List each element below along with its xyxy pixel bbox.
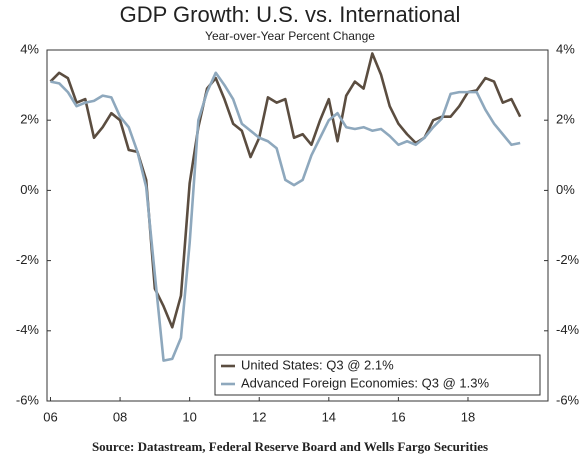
y-tick-label: 2% <box>20 112 39 127</box>
y2-tick-label: -2% <box>556 252 580 267</box>
y-tick-label: 4% <box>20 41 39 56</box>
plot-frame <box>46 49 549 402</box>
x-tick-label: 10 <box>182 409 196 424</box>
x-tick-label: 16 <box>391 409 405 424</box>
legend-label: Advanced Foreign Economies: Q3 @ 1.3% <box>241 375 489 390</box>
x-tick-label: 14 <box>322 409 336 424</box>
legend-box <box>214 354 541 396</box>
chart-title: GDP Growth: U.S. vs. International <box>120 2 461 27</box>
source-note: Source: Datastream, Federal Reserve Boar… <box>92 439 488 454</box>
y2-tick-label: -4% <box>556 322 580 337</box>
x-tick-label: 18 <box>461 409 475 424</box>
y2-tick-label: 4% <box>556 41 575 56</box>
y2-tick-label: 0% <box>556 182 575 197</box>
x-tick-label: 12 <box>252 409 266 424</box>
y2-tick-label: -6% <box>556 392 580 407</box>
y-tick-label: -4% <box>16 322 40 337</box>
chart-subtitle: Year-over-Year Percent Change <box>205 29 375 43</box>
y-tick-label: -2% <box>16 252 40 267</box>
x-tick-label: 06 <box>43 409 57 424</box>
y-tick-label: -6% <box>16 392 40 407</box>
y2-tick-label: 2% <box>556 112 575 127</box>
series-line <box>50 71 521 362</box>
x-tick-label: 08 <box>113 409 127 424</box>
y-tick-label: 0% <box>20 182 39 197</box>
legend-label: United States: Q3 @ 2.1% <box>241 357 394 372</box>
